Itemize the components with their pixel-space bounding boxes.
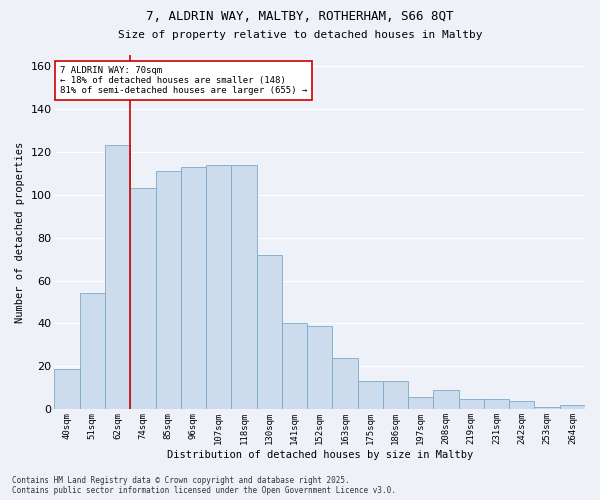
Bar [307,326,332,409]
Bar [257,255,282,410]
Bar [383,382,408,409]
Bar [332,358,358,410]
Bar [484,398,509,409]
Text: 7 ALDRIN WAY: 70sqm
← 18% of detached houses are smaller (148)
81% of semi-detac: 7 ALDRIN WAY: 70sqm ← 18% of detached ho… [60,66,307,96]
Text: 7, ALDRIN WAY, MALTBY, ROTHERHAM, S66 8QT: 7, ALDRIN WAY, MALTBY, ROTHERHAM, S66 8Q… [146,10,454,23]
Bar [358,382,383,409]
Bar [155,171,181,410]
Bar [181,166,206,410]
X-axis label: Distribution of detached houses by size in Maltby: Distribution of detached houses by size … [167,450,473,460]
Bar [535,408,560,410]
Bar [232,164,257,410]
Bar [105,145,130,409]
Bar [433,390,458,409]
Text: Size of property relative to detached houses in Maltby: Size of property relative to detached ho… [118,30,482,40]
Text: Contains HM Land Registry data © Crown copyright and database right 2025.
Contai: Contains HM Land Registry data © Crown c… [12,476,396,495]
Bar [282,324,307,410]
Bar [408,396,433,409]
Bar [458,398,484,409]
Bar [206,164,232,410]
Bar [509,401,535,409]
Bar [130,188,155,410]
Bar [80,294,105,410]
Bar [55,368,80,410]
Bar [560,405,585,409]
Y-axis label: Number of detached properties: Number of detached properties [15,142,25,323]
